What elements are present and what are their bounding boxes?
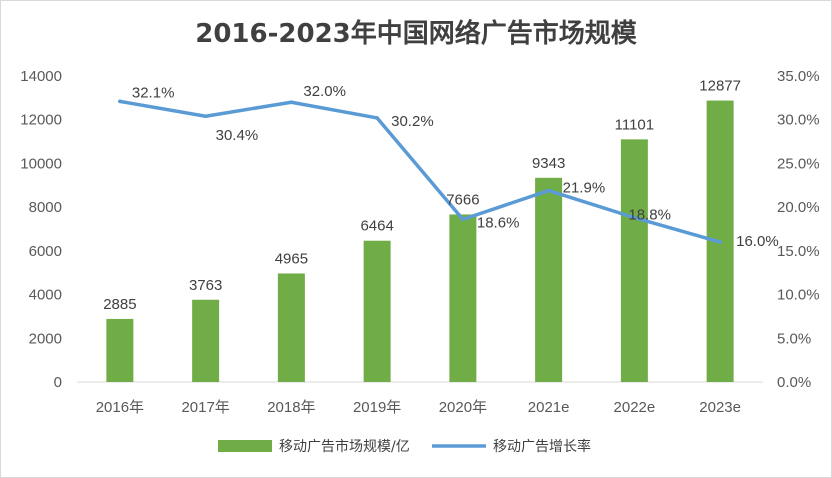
- line-value-label: 18.8%: [628, 207, 671, 224]
- line-value-label: 21.9%: [563, 180, 606, 197]
- line-point: [461, 217, 465, 222]
- chart-title: 2016-2023年中国网络广告市场规模: [195, 18, 638, 49]
- x-tick-label: 2017年: [181, 399, 229, 416]
- bar: [363, 240, 391, 382]
- bar-value-label: 9343: [532, 155, 565, 172]
- legend-bar-swatch: [218, 440, 272, 452]
- y-right-tick-label: 15.0%: [777, 243, 820, 260]
- data-labels: 2885 3763 4965 6464 7666 9343 11101 12877 32.1% 3…: [103, 78, 778, 313]
- bar: [620, 139, 648, 382]
- growth-line-path: [118, 99, 722, 244]
- x-tick-label: 2019年: [353, 399, 401, 416]
- y-left-tick-label: 2000: [29, 330, 62, 347]
- x-tick-label: 2021e: [528, 399, 570, 416]
- bar: [535, 177, 563, 382]
- axes: 0 2000 4000 6000 8000 10000 12000 14000 0.0% 5.0%…: [20, 68, 819, 416]
- bar-value-label: 4965: [275, 250, 308, 267]
- bar-value-label: 6464: [360, 218, 393, 235]
- y-left-tick-label: 4000: [29, 287, 62, 304]
- line-point: [632, 215, 637, 220]
- y-left-tick-label: 10000: [20, 155, 62, 172]
- bar: [106, 318, 134, 382]
- bar-value-label: 11101: [615, 116, 655, 133]
- bar-value-label: 12877: [699, 78, 741, 95]
- x-tick-label: 2023e: [699, 399, 741, 416]
- bars: [106, 100, 734, 383]
- growth-line: [118, 99, 722, 244]
- bar: [192, 299, 220, 382]
- bar: [449, 214, 477, 382]
- x-tick-label: 2016年: [96, 399, 144, 416]
- line-point: [718, 240, 722, 244]
- x-tick-label: 2020年: [439, 399, 487, 416]
- legend-bar-label: 移动广告市场规模/亿: [279, 438, 410, 455]
- bar-value-label: 3763: [189, 277, 222, 294]
- line-point: [118, 99, 122, 104]
- line-point: [546, 188, 551, 193]
- y-right-tick-label: 10.0%: [777, 287, 820, 304]
- bar: [277, 273, 305, 382]
- y-right-tick-label: 35.0%: [777, 68, 820, 85]
- line-value-label: 30.2%: [391, 113, 434, 130]
- line-value-label: 32.0%: [303, 83, 346, 100]
- y-left-tick-label: 8000: [29, 199, 62, 216]
- y-right-tick-label: 30.0%: [777, 112, 820, 129]
- line-value-label: 32.1%: [132, 84, 175, 101]
- line-value-label: 16.0%: [736, 233, 779, 250]
- legend-line-label: 移动广告增长率: [493, 438, 591, 455]
- y-right-tick-label: 20.0%: [777, 199, 820, 216]
- y-left-tick-label: 12000: [20, 112, 62, 129]
- bar-value-label: 7666: [446, 191, 479, 208]
- y-left-tick-label: 14000: [20, 68, 62, 85]
- x-tick-label: 2018年: [267, 399, 315, 416]
- line-point: [203, 114, 208, 119]
- bar-value-label: 2885: [103, 296, 136, 313]
- y-right-tick-label: 0.0%: [777, 374, 811, 391]
- line-value-label: 30.4%: [216, 127, 259, 144]
- line-value-label: 18.6%: [477, 214, 520, 231]
- y-right-tick-label: 5.0%: [777, 330, 811, 347]
- line-point: [375, 116, 379, 120]
- y-right-tick-label: 25.0%: [777, 155, 820, 172]
- y-left-tick-label: 0: [54, 374, 62, 391]
- y-left-tick-label: 6000: [29, 243, 62, 260]
- x-tick-label: 2022e: [614, 399, 656, 416]
- line-point: [289, 100, 294, 105]
- legend: 移动广告市场规模/亿 移动广告增长率: [218, 438, 591, 455]
